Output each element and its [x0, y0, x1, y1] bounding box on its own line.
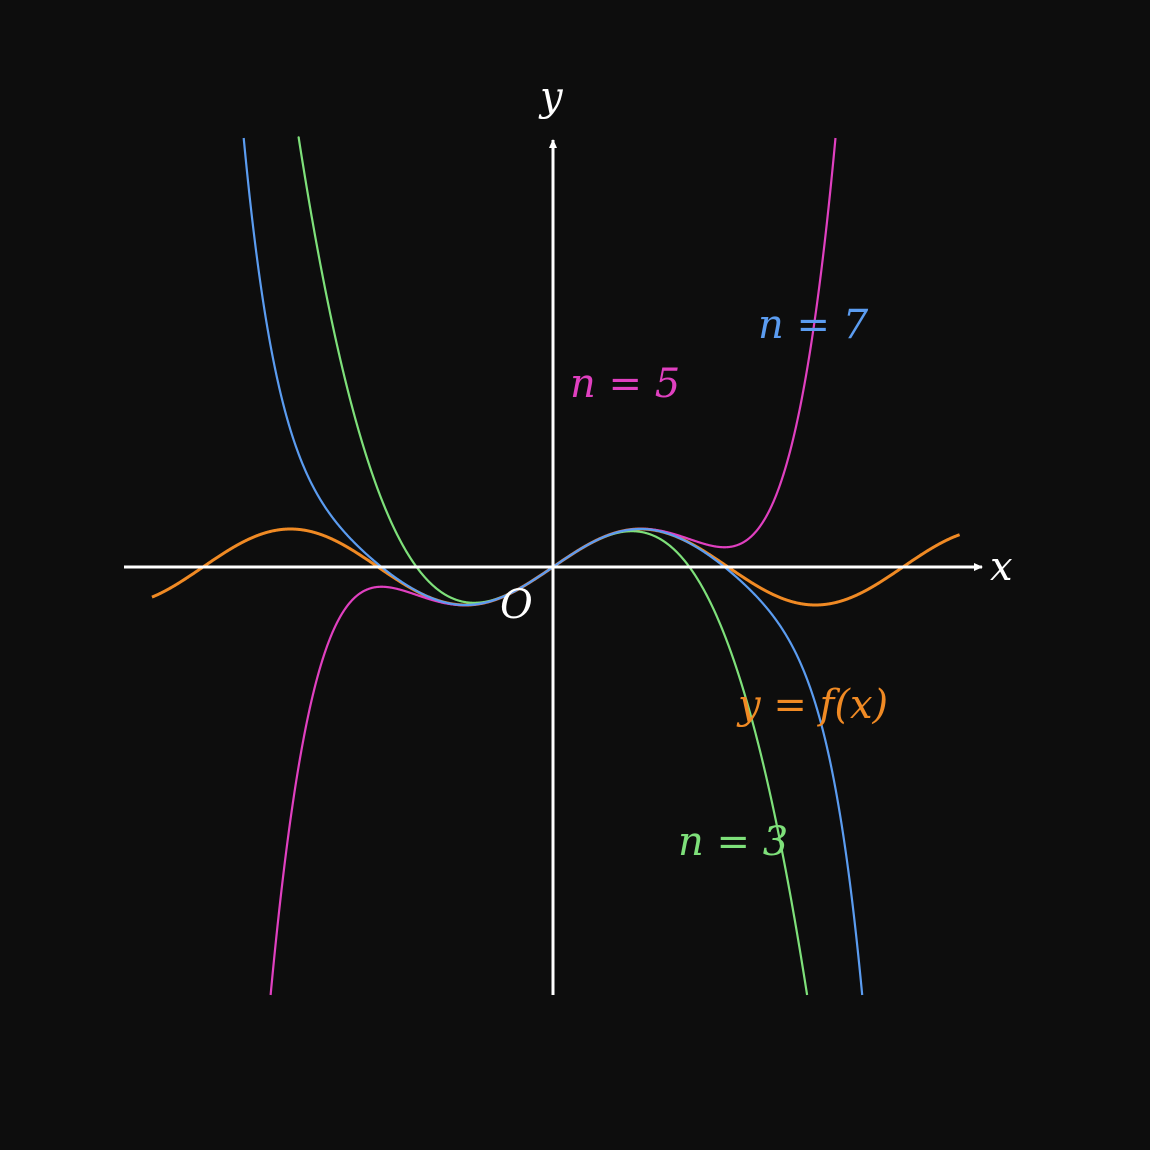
- series-label-n5: n = 5: [570, 361, 680, 407]
- x-axis-label: x: [990, 544, 1013, 590]
- y-axis-label: y: [538, 74, 564, 120]
- series-label-n3: n = 3: [678, 819, 788, 865]
- series-label-n7: n = 7: [758, 302, 869, 348]
- series-label-f: y = f(x): [736, 682, 888, 728]
- origin-label: O: [500, 582, 533, 628]
